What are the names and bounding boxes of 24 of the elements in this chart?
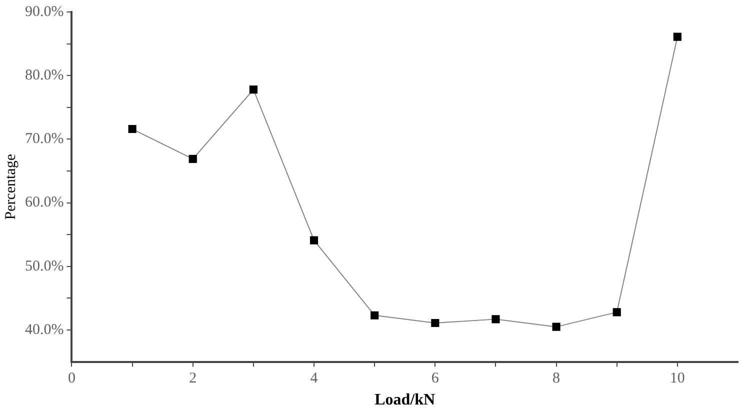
x-tick-label: 6: [431, 370, 440, 387]
y-tick-label: 50.0%: [24, 258, 64, 274]
point: [673, 32, 682, 41]
y-axis-title: Percentage: [2, 154, 19, 220]
x-axis-title: Load/kN: [374, 392, 436, 409]
point: [552, 322, 560, 331]
y-tick-label: 60.0%: [24, 194, 64, 211]
point: [249, 86, 258, 94]
x-tick-label: 4: [310, 370, 318, 387]
point: [188, 154, 197, 163]
x-tick-label: 8: [552, 370, 560, 387]
point: [431, 318, 440, 328]
point: [370, 311, 379, 320]
point: [128, 124, 136, 134]
point: [492, 315, 500, 324]
y-tick-label: 70.0%: [24, 131, 64, 148]
x-tick-label: 2: [189, 370, 197, 387]
point: [310, 236, 318, 244]
point: [612, 308, 621, 316]
x-tick-label: 10: [670, 370, 685, 387]
y-tick-label: 40.0%: [24, 322, 64, 338]
y-tick-label: 80.0%: [24, 68, 64, 84]
y-tick-label: 90.0%: [24, 4, 64, 20]
x-tick-label: 0: [68, 370, 76, 387]
